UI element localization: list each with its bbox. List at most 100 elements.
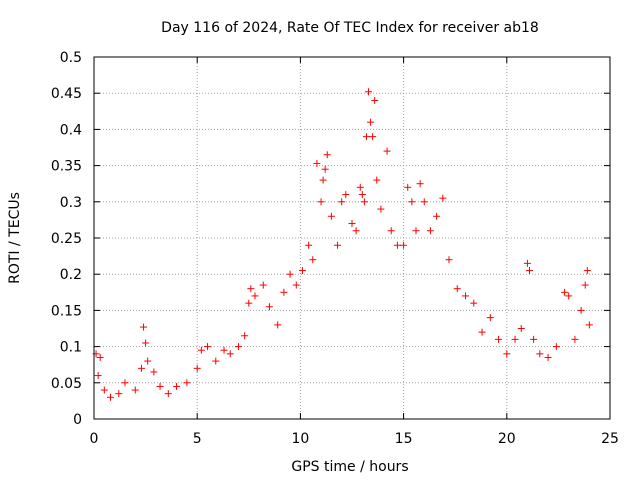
data-point	[156, 382, 164, 390]
data-point	[356, 183, 364, 191]
y-tick-label: 0.15	[51, 303, 82, 319]
axes	[93, 56, 611, 420]
y-tick-label: 0.25	[51, 231, 82, 247]
data-point	[140, 323, 148, 331]
data-point	[280, 288, 288, 296]
x-tick-label: 5	[193, 431, 202, 447]
data-point	[503, 350, 511, 358]
data-point	[107, 393, 115, 401]
x-tick-label: 20	[498, 431, 516, 447]
data-point	[526, 267, 534, 275]
data-point	[581, 281, 589, 289]
data-point	[142, 339, 150, 347]
data-point	[565, 292, 573, 300]
data-point	[313, 159, 321, 167]
data-point	[348, 220, 356, 228]
data-point	[94, 372, 102, 380]
data-point	[115, 390, 123, 398]
y-tick-label: 0.2	[60, 267, 82, 283]
data-point	[433, 212, 441, 220]
data-point	[530, 335, 538, 343]
data-point	[462, 292, 470, 300]
data-point	[408, 198, 416, 206]
y-tick-label: 0.3	[60, 195, 82, 211]
data-point	[234, 343, 242, 351]
data-point	[517, 325, 525, 332]
data-point	[204, 343, 212, 351]
data-point	[298, 267, 306, 275]
data-point	[96, 353, 104, 361]
data-point	[544, 353, 552, 361]
data-point	[317, 198, 325, 206]
data-point	[577, 306, 585, 314]
data-point	[365, 88, 373, 96]
data-point	[426, 227, 434, 235]
data-point	[367, 118, 375, 126]
data-point	[197, 346, 205, 354]
tick-labels: 0 5 10 15 20 25 0 0.05 0.1 0.15 0.2 0.25 0.3 0.35 0.4 0…	[51, 50, 619, 447]
data-point	[571, 335, 579, 343]
data-point	[404, 183, 412, 191]
data-point	[309, 256, 317, 264]
data-point	[420, 198, 428, 206]
data-point	[393, 241, 401, 249]
data-point	[319, 176, 327, 184]
data-point	[164, 390, 172, 398]
data-point	[247, 285, 255, 293]
data-point	[412, 227, 420, 235]
data-point	[358, 191, 366, 199]
data-point	[241, 332, 249, 340]
data-point	[377, 205, 385, 213]
x-tick-label: 15	[395, 431, 413, 447]
data-point	[292, 281, 300, 289]
x-tick-label: 0	[90, 431, 99, 447]
y-tick-label: 0.4	[60, 122, 82, 138]
data-point	[305, 241, 313, 249]
x-tick-label: 10	[291, 431, 309, 447]
data-point	[183, 379, 191, 387]
data-point	[131, 386, 139, 394]
data-point	[360, 198, 368, 206]
data-point	[321, 165, 329, 173]
data-point	[212, 357, 220, 365]
data-point	[561, 288, 569, 296]
data-point	[334, 241, 342, 249]
data-point	[416, 180, 424, 188]
data-point	[536, 350, 544, 358]
data-point	[373, 176, 381, 184]
data-point	[585, 321, 593, 329]
data-point	[274, 321, 282, 329]
data-point	[338, 198, 346, 206]
data-point	[352, 227, 360, 235]
x-axis-label: GPS time / hours	[291, 459, 408, 475]
data-point	[486, 314, 494, 322]
data-points	[92, 88, 593, 401]
data-point	[387, 227, 395, 235]
y-tick-label: 0.5	[60, 50, 82, 66]
data-point	[369, 133, 377, 141]
data-point	[371, 96, 379, 104]
data-point	[342, 191, 350, 199]
data-point	[453, 285, 461, 293]
data-point	[144, 357, 152, 365]
y-tick-label: 0.1	[60, 340, 82, 356]
data-point	[400, 241, 408, 249]
data-point	[323, 151, 331, 159]
data-point	[439, 194, 447, 202]
data-point	[523, 259, 531, 267]
data-point	[362, 133, 370, 141]
data-point	[445, 256, 453, 264]
data-point	[383, 147, 391, 155]
grid	[94, 57, 610, 419]
x-tick-label: 25	[601, 431, 619, 447]
data-point	[327, 212, 335, 220]
data-point	[245, 299, 253, 307]
data-point	[259, 281, 267, 289]
y-axis-label: ROTI / TECUs	[7, 192, 23, 284]
data-point	[251, 292, 259, 300]
data-point	[137, 364, 145, 372]
data-point	[100, 386, 108, 394]
data-point	[286, 270, 294, 278]
data-point	[511, 335, 519, 343]
